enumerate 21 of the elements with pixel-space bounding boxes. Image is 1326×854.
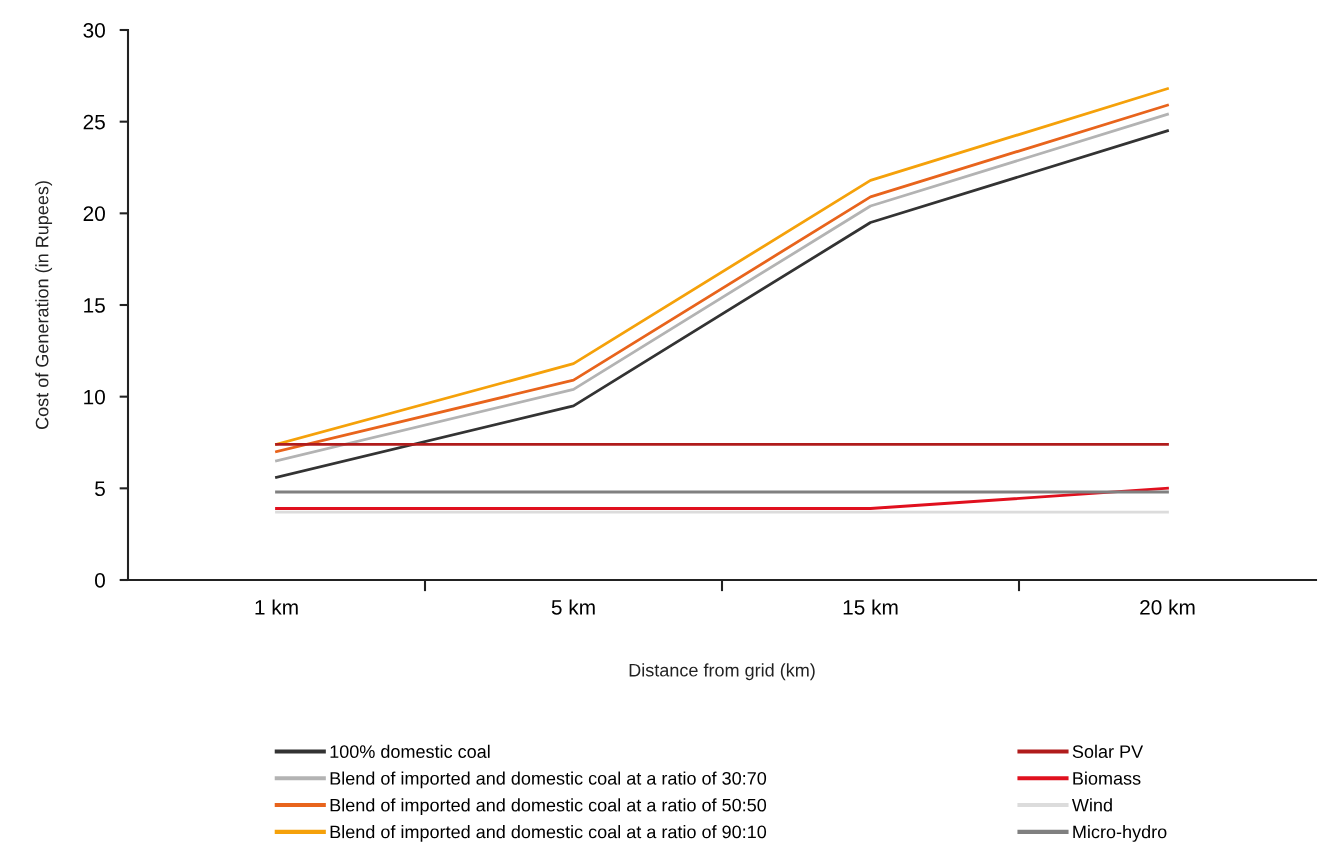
y-tick-label: 10 [84, 389, 105, 405]
legend-label: Blend of imported and domestic coal at a ratio of 50:50 [330, 798, 767, 816]
legend-label: Blend of imported and domestic coal at a ratio of 90:10 [330, 825, 767, 842]
x-tick-label: 15 km [843, 599, 898, 615]
legend-label: Biomass [1073, 771, 1141, 785]
y-tick-label: 0 [95, 573, 105, 588]
y-tick-label: 15 [84, 298, 105, 313]
legend-label: Wind [1071, 798, 1112, 812]
legend-label: Solar PV [1072, 744, 1144, 759]
x-tick-label: 1 km [255, 599, 298, 615]
y-axis-title: Cost of Generation (in Rupees) [35, 181, 53, 430]
legend-label: 100% domestic coal [330, 744, 490, 759]
y-tick-label: 5 [95, 481, 105, 497]
x-axis-title: Distance from grid (km) [629, 663, 815, 681]
y-tick-label: 30 [83, 23, 105, 38]
y-tick-label: 25 [83, 114, 105, 130]
legend-label: Micro-hydro [1073, 825, 1167, 842]
x-tick-label: 5 km [551, 599, 595, 615]
x-tick-label: 20 km [1140, 599, 1195, 615]
legend-label: Blend of imported and domestic coal at a ratio of 30:70 [330, 771, 767, 789]
y-tick-label: 20 [83, 206, 105, 222]
